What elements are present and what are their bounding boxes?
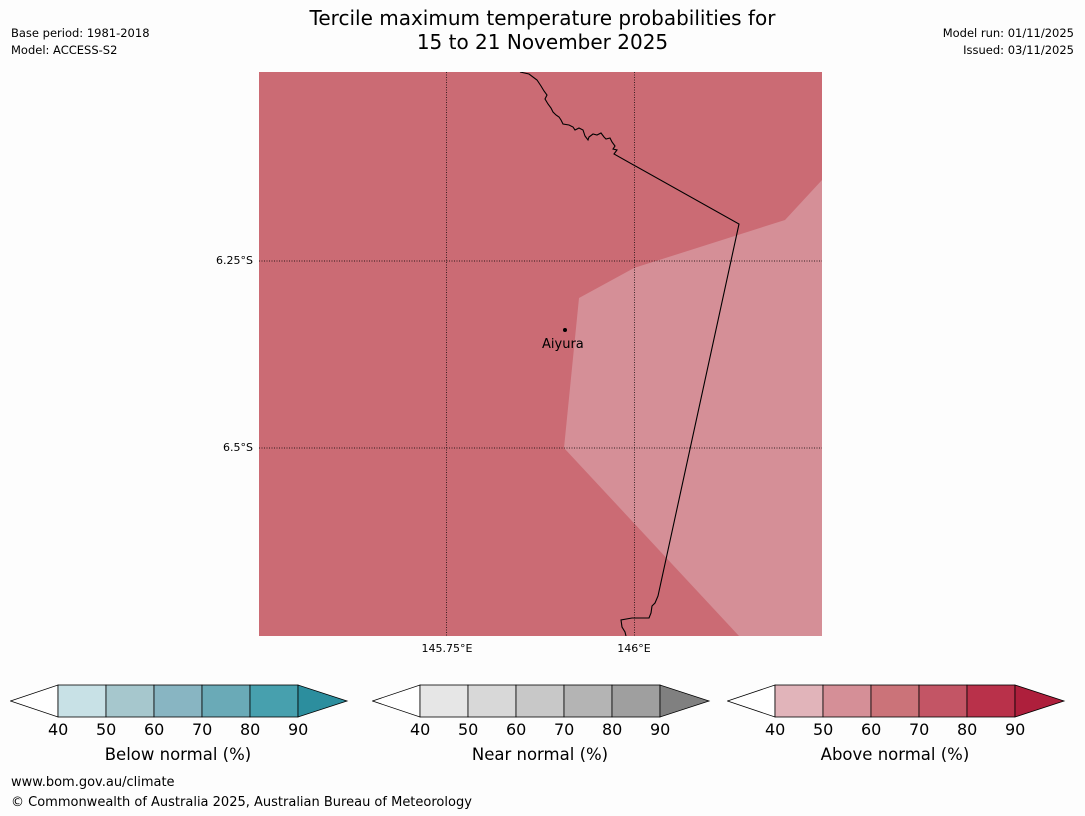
colorbar-segment	[918, 684, 968, 718]
colorbar-segment	[372, 684, 421, 718]
colorbar-segment	[1014, 684, 1066, 718]
tick-label: 70	[192, 720, 213, 739]
tick-label: 70	[909, 720, 930, 739]
title-line-2: 15 to 21 November 2025	[416, 30, 669, 54]
tick-label: 40	[410, 720, 431, 739]
colorbar-segment	[659, 684, 711, 718]
colorbar-segment	[249, 684, 299, 718]
region-above-normal-50-60	[564, 180, 822, 636]
lon-label-146: 146°E	[617, 642, 651, 655]
tick-label: 40	[48, 720, 69, 739]
tick-label: 90	[1005, 720, 1026, 739]
colorbar-segment	[727, 684, 776, 718]
colorbar-segment	[105, 684, 155, 718]
colorbar-segment	[297, 684, 349, 718]
legend-title-near-normal: Near normal (%)	[471, 745, 609, 764]
tick-label: 70	[554, 720, 575, 739]
header-meta-left: Base period: 1981-2018 Model: ACCESS-S2	[11, 25, 150, 59]
colorbar-segment	[563, 684, 613, 718]
colorbar-segment	[57, 684, 107, 718]
lat-label-6-25: 6.25°S	[216, 254, 253, 267]
colorbar-segment	[201, 684, 251, 718]
footer-url[interactable]: www.bom.gov.au/climate	[11, 775, 175, 790]
tick-label: 80	[602, 720, 623, 739]
footer-copyright: © Commonwealth of Australia 2025, Austra…	[11, 795, 472, 810]
colorbar-segment	[774, 684, 824, 718]
colorbar-segment	[966, 684, 1016, 718]
tick-label: 80	[957, 720, 978, 739]
aiyura-marker	[563, 328, 567, 332]
tick-label: 50	[458, 720, 479, 739]
border-line	[519, 72, 740, 636]
base-period-text: Base period: 1981-2018	[11, 26, 150, 40]
tick-label: 50	[96, 720, 117, 739]
colorbar-segment	[419, 684, 469, 718]
map-title: Tercile maximum temperature probabilitie…	[0, 6, 1085, 54]
colorbar-segment	[10, 684, 59, 718]
model-text: Model: ACCESS-S2	[11, 43, 118, 57]
colorbar-segment	[515, 684, 565, 718]
probability-map	[259, 72, 822, 636]
lon-label-145-75: 145.75°E	[421, 642, 473, 655]
model-run-text: Model run: 01/11/2025	[942, 26, 1074, 40]
header-meta-right: Model run: 01/11/2025 Issued: 03/11/2025	[943, 25, 1074, 59]
colorbar-below-normal	[10, 684, 349, 718]
legend-title-above-normal: Above normal (%)	[820, 745, 970, 764]
legend-title-below-normal: Below normal (%)	[104, 745, 252, 764]
tick-label: 90	[288, 720, 309, 739]
colorbar-segment	[822, 684, 872, 718]
tick-label: 40	[765, 720, 786, 739]
colorbar-segment	[611, 684, 661, 718]
tick-label: 80	[240, 720, 261, 739]
tick-label: 60	[861, 720, 882, 739]
tick-label: 50	[813, 720, 834, 739]
tick-label: 60	[506, 720, 527, 739]
colorbar-segment	[467, 684, 517, 718]
colorbar-segment	[870, 684, 920, 718]
issued-text: Issued: 03/11/2025	[963, 43, 1074, 57]
lat-label-6-5: 6.5°S	[223, 441, 253, 454]
colorbar-segment	[153, 684, 203, 718]
tick-label: 60	[144, 720, 165, 739]
title-line-1: Tercile maximum temperature probabilitie…	[309, 6, 776, 30]
tick-label: 90	[650, 720, 671, 739]
colorbar-near-normal	[372, 684, 711, 718]
aiyura-label: Aiyura	[542, 337, 584, 352]
colorbar-above-normal	[727, 684, 1066, 718]
